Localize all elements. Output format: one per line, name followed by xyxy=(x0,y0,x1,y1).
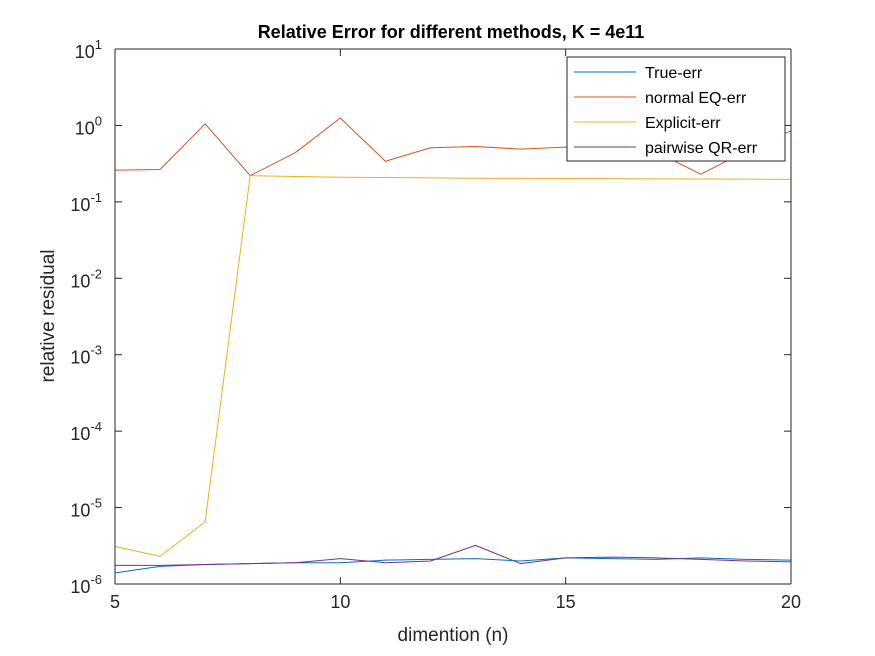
y-tick-label: 10-1 xyxy=(70,190,102,215)
y-tick-base: 10 xyxy=(70,195,90,215)
legend-box xyxy=(566,56,786,162)
series-line-4 xyxy=(115,544,792,566)
series-line-3 xyxy=(114,175,792,557)
legend-items: True-err normal EQ-err Explicit-err pairwis… xyxy=(574,65,758,157)
y-tick-base: 10 xyxy=(70,577,90,597)
chart-title: Relative Error for different methods, K … xyxy=(258,22,645,42)
y-tick-exponent: 0 xyxy=(95,113,102,128)
y-tick-base: 10 xyxy=(70,501,90,521)
y-tick-exponent: -5 xyxy=(90,496,102,511)
x-tick-label: 20 xyxy=(781,592,801,612)
y-tick-base: 10 xyxy=(70,424,90,444)
y-tick-label: 10-5 xyxy=(70,496,102,521)
y-tick-exponent: -2 xyxy=(90,266,102,281)
series-layer xyxy=(114,117,792,574)
x-tick-label: 5 xyxy=(110,592,120,612)
y-tick-label: 100 xyxy=(75,113,102,138)
y-axis-label: relative residual xyxy=(38,249,59,382)
legend-label-4: pairwise QR-err xyxy=(645,140,758,157)
x-axis-label: dimention (n) xyxy=(398,625,509,646)
y-tick-base: 10 xyxy=(70,348,90,368)
x-tick-label: 10 xyxy=(330,592,350,612)
y-tick-exponent: -4 xyxy=(90,419,102,434)
y-tick-base: 10 xyxy=(70,271,90,291)
x-tick-label: 15 xyxy=(556,592,576,612)
y-tick-base: 10 xyxy=(75,42,95,62)
y-tick-label: 10-4 xyxy=(70,419,102,444)
y-tick-label: 101 xyxy=(75,37,102,62)
y-tick-exponent: -6 xyxy=(90,572,102,587)
y-tick-exponent: -3 xyxy=(90,343,102,358)
y-tick-label: 10-3 xyxy=(70,343,102,368)
series-line-2 xyxy=(114,117,792,177)
legend-label-2: normal EQ-err xyxy=(645,90,747,107)
legend-label-3: Explicit-err xyxy=(645,115,721,132)
legend-label-1: True-err xyxy=(645,65,703,82)
y-tick-exponent: 1 xyxy=(95,37,102,52)
x-ticks: 5 10 15 20 xyxy=(110,49,801,612)
y-tick-base: 10 xyxy=(75,118,95,138)
y-tick-label: 10-6 xyxy=(70,572,102,597)
y-tick-exponent: -1 xyxy=(90,190,102,205)
legend: True-err normal EQ-err Explicit-err pairwis… xyxy=(566,56,786,162)
axes-layer xyxy=(114,48,792,585)
y-tick-label: 10-2 xyxy=(70,266,102,291)
